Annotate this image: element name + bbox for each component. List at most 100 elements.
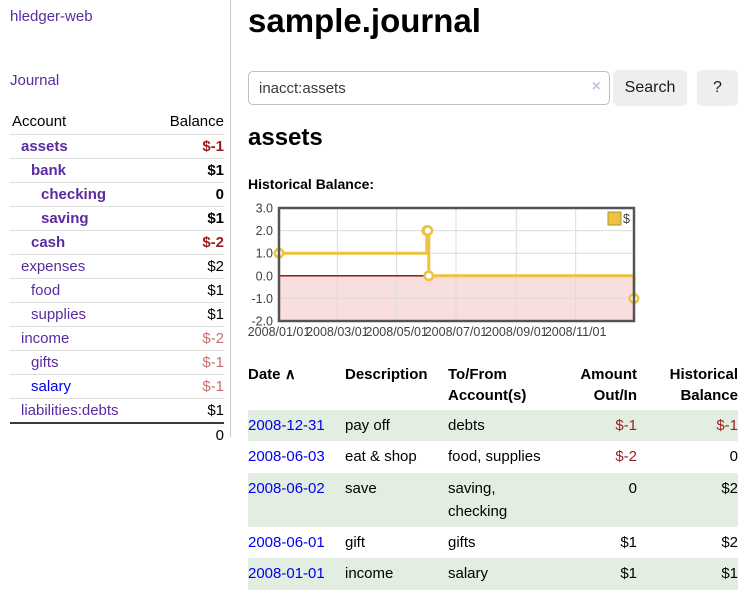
register-row: 2008-01-01 income salary $1 $1 bbox=[248, 558, 738, 590]
svg-text:-2.0: -2.0 bbox=[251, 315, 273, 329]
svg-text:2008/05/01: 2008/05/01 bbox=[365, 325, 428, 339]
account-row-checking: checking 0 bbox=[10, 182, 224, 207]
transaction-account: food, supplies bbox=[448, 448, 541, 466]
sort-ascending-icon: ∧ bbox=[284, 366, 296, 383]
account-link-expenses[interactable]: expenses bbox=[21, 258, 86, 275]
account-row-salary: salary $-1 bbox=[10, 374, 224, 399]
transaction-date-link[interactable]: 2008-01-01 bbox=[248, 565, 325, 583]
account-link-gifts[interactable]: gifts bbox=[31, 354, 59, 371]
account-row-income: income $-2 bbox=[10, 326, 224, 351]
account-link-food[interactable]: food bbox=[31, 282, 61, 299]
account-balance-gifts: $-1 bbox=[150, 350, 224, 375]
register-header-description: Description bbox=[345, 366, 428, 383]
transaction-amount: $1 bbox=[620, 534, 637, 551]
register-row: 2008-06-03 eat & shop food, supplies $-2… bbox=[248, 441, 738, 472]
account-balance-liabilities-debts: $1 bbox=[150, 398, 224, 423]
transaction-amount: $-2 bbox=[615, 448, 637, 466]
sidebar: hledger-web Journal Account Balance asse… bbox=[0, 0, 231, 447]
account-balance-bank: $1 bbox=[150, 158, 224, 183]
help-button[interactable]: ? bbox=[697, 70, 738, 106]
transaction-balance: $2 bbox=[637, 472, 738, 527]
accounts-total-balance: 0 bbox=[150, 422, 224, 447]
register-row: 2008-06-02 save saving, checking 0 $2 bbox=[248, 472, 738, 527]
transaction-date-link[interactable]: 2008-06-02 bbox=[248, 479, 325, 497]
page-title: sample.journal bbox=[248, 2, 481, 39]
account-balance-salary: $-1 bbox=[150, 374, 224, 399]
accounts-header-balance: Balance bbox=[169, 113, 224, 130]
account-row-assets: assets $-1 bbox=[10, 134, 224, 159]
chart-title: Historical Balance: bbox=[248, 176, 375, 192]
svg-text:-1.0: -1.0 bbox=[251, 292, 273, 306]
sidebar-item-journal[interactable]: Journal bbox=[10, 72, 60, 89]
account-row-expenses: expenses $2 bbox=[10, 254, 224, 279]
historical-balance-chart: 3.0 2.0 1.0 0.0 -1.0 -2.0 2008/01/01 2008/03/01… bbox=[246, 198, 646, 344]
account-row-saving: saving $1 bbox=[10, 206, 224, 231]
transaction-description: gift bbox=[345, 534, 366, 551]
transaction-balance: $2 bbox=[721, 534, 738, 551]
account-balance-expenses: $2 bbox=[150, 254, 224, 279]
transaction-date-link[interactable]: 2008-06-01 bbox=[248, 534, 325, 551]
svg-text:2008/01/01: 2008/01/01 bbox=[248, 325, 311, 339]
account-row-bank: bank $1 bbox=[10, 158, 224, 183]
accounts-header-row: Account Balance bbox=[10, 110, 224, 135]
svg-text:2008/07/01: 2008/07/01 bbox=[425, 325, 488, 339]
svg-text:$: $ bbox=[623, 212, 630, 226]
account-link-income[interactable]: income bbox=[21, 330, 70, 347]
register-header-date[interactable]: Date ∧ bbox=[248, 366, 296, 383]
transaction-balance: $1 bbox=[637, 558, 738, 590]
svg-text:2.0: 2.0 bbox=[256, 224, 273, 238]
register-header-row: Date ∧ Description To/From Account(s) Am… bbox=[248, 362, 738, 410]
account-link-supplies[interactable]: supplies bbox=[31, 306, 87, 323]
transaction-description: eat & shop bbox=[345, 448, 417, 466]
transaction-description: income bbox=[345, 558, 448, 590]
transaction-date-link[interactable]: 2008-06-03 bbox=[248, 448, 325, 466]
transaction-account: gifts bbox=[448, 534, 476, 551]
transaction-account: salary bbox=[448, 558, 560, 590]
transaction-balance: $-1 bbox=[637, 410, 738, 442]
account-balance-saving: $1 bbox=[150, 206, 224, 231]
account-row-supplies: supplies $1 bbox=[10, 302, 224, 327]
svg-text:3.0: 3.0 bbox=[256, 202, 273, 216]
account-link-saving[interactable]: saving bbox=[41, 210, 89, 227]
transaction-description: save bbox=[345, 472, 448, 527]
search-bar: × Search ? bbox=[248, 70, 738, 106]
account-balance-assets: $-1 bbox=[150, 134, 224, 159]
search-button[interactable]: Search bbox=[613, 70, 687, 106]
transaction-account: saving, checking bbox=[448, 472, 560, 527]
accounts-balance-table: Account Balance assets $-1 bank $1 check… bbox=[10, 110, 224, 447]
account-link-checking[interactable]: checking bbox=[41, 186, 107, 203]
svg-text:1.0: 1.0 bbox=[256, 247, 273, 261]
svg-text:2008/11/01: 2008/11/01 bbox=[545, 325, 607, 339]
transaction-amount: $-1 bbox=[560, 410, 637, 442]
transaction-balance: 0 bbox=[729, 448, 738, 466]
account-link-liabilities-debts[interactable]: liabilities:debts bbox=[21, 402, 119, 419]
account-balance-income: $-2 bbox=[150, 326, 224, 351]
transaction-date-link[interactable]: 2008-12-31 bbox=[248, 417, 325, 434]
account-balance-checking: 0 bbox=[150, 182, 224, 207]
svg-text:0.0: 0.0 bbox=[256, 269, 273, 283]
register-header-balance: Historical Balance bbox=[669, 366, 738, 404]
accounts-header-account: Account bbox=[12, 113, 67, 130]
svg-text:2008/09/01: 2008/09/01 bbox=[485, 325, 548, 339]
svg-text:2008/03/01: 2008/03/01 bbox=[306, 325, 369, 339]
account-balance-food: $1 bbox=[150, 278, 224, 303]
account-link-salary[interactable]: salary bbox=[31, 378, 72, 395]
clear-search-icon[interactable]: × bbox=[591, 78, 601, 95]
account-link-bank[interactable]: bank bbox=[31, 162, 67, 179]
app-brand-link[interactable]: hledger-web bbox=[10, 8, 93, 25]
register-row: 2008-12-31 pay off debts $-1 $-1 bbox=[248, 410, 738, 442]
account-row-liabilities-debts: liabilities:debts $1 bbox=[10, 398, 224, 423]
account-link-cash[interactable]: cash bbox=[31, 234, 66, 251]
transaction-amount: $1 bbox=[560, 558, 637, 590]
account-link-assets[interactable]: assets bbox=[21, 138, 68, 155]
account-row-gifts: gifts $-1 bbox=[10, 350, 224, 375]
register-row: 2008-06-01 gift gifts $1 $2 bbox=[248, 527, 738, 558]
register-header-amount: Amount Out/In bbox=[580, 366, 637, 404]
search-input[interactable] bbox=[248, 71, 610, 105]
transaction-description: pay off bbox=[345, 410, 448, 442]
chart-canvas: 3.0 2.0 1.0 0.0 -1.0 -2.02008/01/012008/03/01… bbox=[248, 202, 640, 339]
register-header-account: To/From Account(s) bbox=[448, 366, 527, 404]
account-balance-supplies: $1 bbox=[150, 302, 224, 327]
transaction-amount: 0 bbox=[560, 472, 637, 527]
account-row-food: food $1 bbox=[10, 278, 224, 303]
